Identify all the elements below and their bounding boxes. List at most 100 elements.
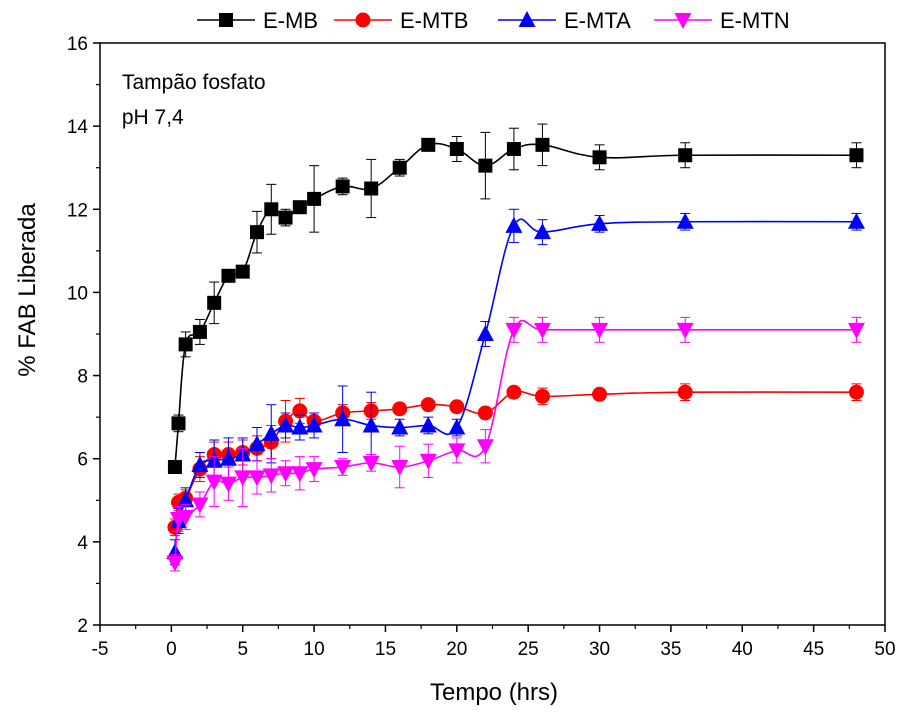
data-point (448, 443, 466, 460)
data-point (362, 455, 380, 472)
data-point (191, 455, 209, 472)
data-point (676, 322, 694, 339)
data-point (391, 460, 409, 477)
data-point (221, 268, 236, 283)
plot-border (99, 42, 886, 626)
y-tick-label: 12 (67, 200, 88, 221)
data-point (420, 397, 436, 413)
series-line (174, 390, 857, 528)
legend-marker (674, 13, 692, 29)
series-e-mta (166, 208, 865, 566)
x-tick-label: 10 (304, 639, 325, 660)
data-point (334, 460, 352, 477)
data-point (250, 225, 264, 240)
x-tick-label: 15 (375, 639, 396, 660)
legend: E-MB E-MTB E-MTA E-MTN (197, 8, 790, 33)
data-point (591, 214, 609, 231)
legend-entry-e-mtn: E-MTN (654, 8, 790, 33)
data-point (592, 150, 607, 165)
data-point (219, 476, 237, 493)
data-point (506, 384, 522, 400)
data-point (219, 449, 237, 466)
data-point (191, 497, 209, 514)
data-point (505, 216, 523, 233)
data-point (449, 399, 465, 415)
data-point (171, 416, 186, 431)
x-tick-label: 0 (166, 639, 177, 660)
data-point (177, 491, 195, 508)
y-tick-label: 2 (77, 616, 88, 637)
data-point (849, 148, 864, 163)
data-point (192, 324, 207, 339)
legend-label: E-MB (263, 8, 318, 33)
x-tick-label: 45 (803, 639, 824, 660)
series-line (174, 142, 857, 468)
data-point (248, 470, 266, 487)
data-point (535, 137, 550, 152)
series-layer (166, 123, 865, 572)
data-point (277, 416, 295, 433)
x-tick-label: 40 (732, 639, 753, 660)
data-point (364, 181, 379, 196)
data-point (533, 223, 551, 240)
data-point (307, 191, 322, 206)
data-point (676, 212, 694, 229)
data-point (476, 439, 494, 456)
data-point (177, 509, 195, 526)
data-point (305, 462, 323, 479)
y-tick-label: 8 (77, 367, 88, 388)
data-point (591, 322, 609, 339)
data-point (478, 158, 493, 173)
legend-marker (518, 11, 536, 27)
x-tick-label: 50 (874, 639, 895, 660)
data-point (262, 424, 280, 441)
annotation: Tampão fosfato pH 7,4 (116, 71, 266, 129)
data-point (291, 418, 309, 435)
data-point (505, 322, 523, 339)
data-point (362, 416, 380, 433)
annotation-line-1: Tampão fosfato (122, 71, 266, 94)
data-point (592, 386, 608, 402)
legend-marker (355, 12, 371, 28)
x-tick-label: 30 (589, 639, 610, 660)
data-point (207, 295, 222, 310)
data-point (167, 460, 182, 475)
data-point (448, 418, 466, 435)
legend-label: E-MTB (400, 8, 468, 33)
data-point (278, 210, 293, 225)
data-point (533, 322, 551, 339)
data-point (205, 474, 223, 491)
x-tick-label: 20 (446, 639, 467, 660)
legend-entry-e-mtb: E-MTB (334, 8, 468, 33)
y-tick-label: 6 (77, 450, 88, 471)
data-point (178, 337, 193, 352)
series-e-mb (167, 123, 864, 475)
legend-entry-e-mb: E-MB (197, 8, 318, 33)
series-e-mtb (167, 383, 864, 537)
legend-entry-e-mta: E-MTA (498, 8, 631, 33)
data-point (419, 453, 437, 470)
axes: -5 0 5 10 15 20 25 30 35 40 45 50 2 4 6 8 10 12 14 16 (67, 34, 896, 660)
y-tick-label: 10 (67, 283, 88, 304)
data-point (847, 322, 865, 339)
data-point (678, 148, 693, 163)
data-point (305, 416, 323, 433)
y-tick-label: 4 (77, 533, 88, 554)
data-point (392, 160, 407, 175)
x-tick-label: -5 (92, 639, 109, 660)
data-point (391, 418, 409, 435)
x-tick-label: 5 (237, 639, 248, 660)
data-point (476, 325, 494, 341)
data-point (449, 142, 464, 157)
data-point (235, 264, 250, 279)
annotation-line-2: pH 7,4 (116, 106, 184, 129)
data-point (419, 416, 437, 433)
data-point (291, 466, 309, 483)
data-point (334, 410, 352, 427)
data-point (234, 470, 252, 487)
y-tick-label: 14 (67, 117, 89, 138)
data-point (677, 384, 693, 400)
data-point (262, 468, 280, 485)
data-point (248, 435, 266, 452)
